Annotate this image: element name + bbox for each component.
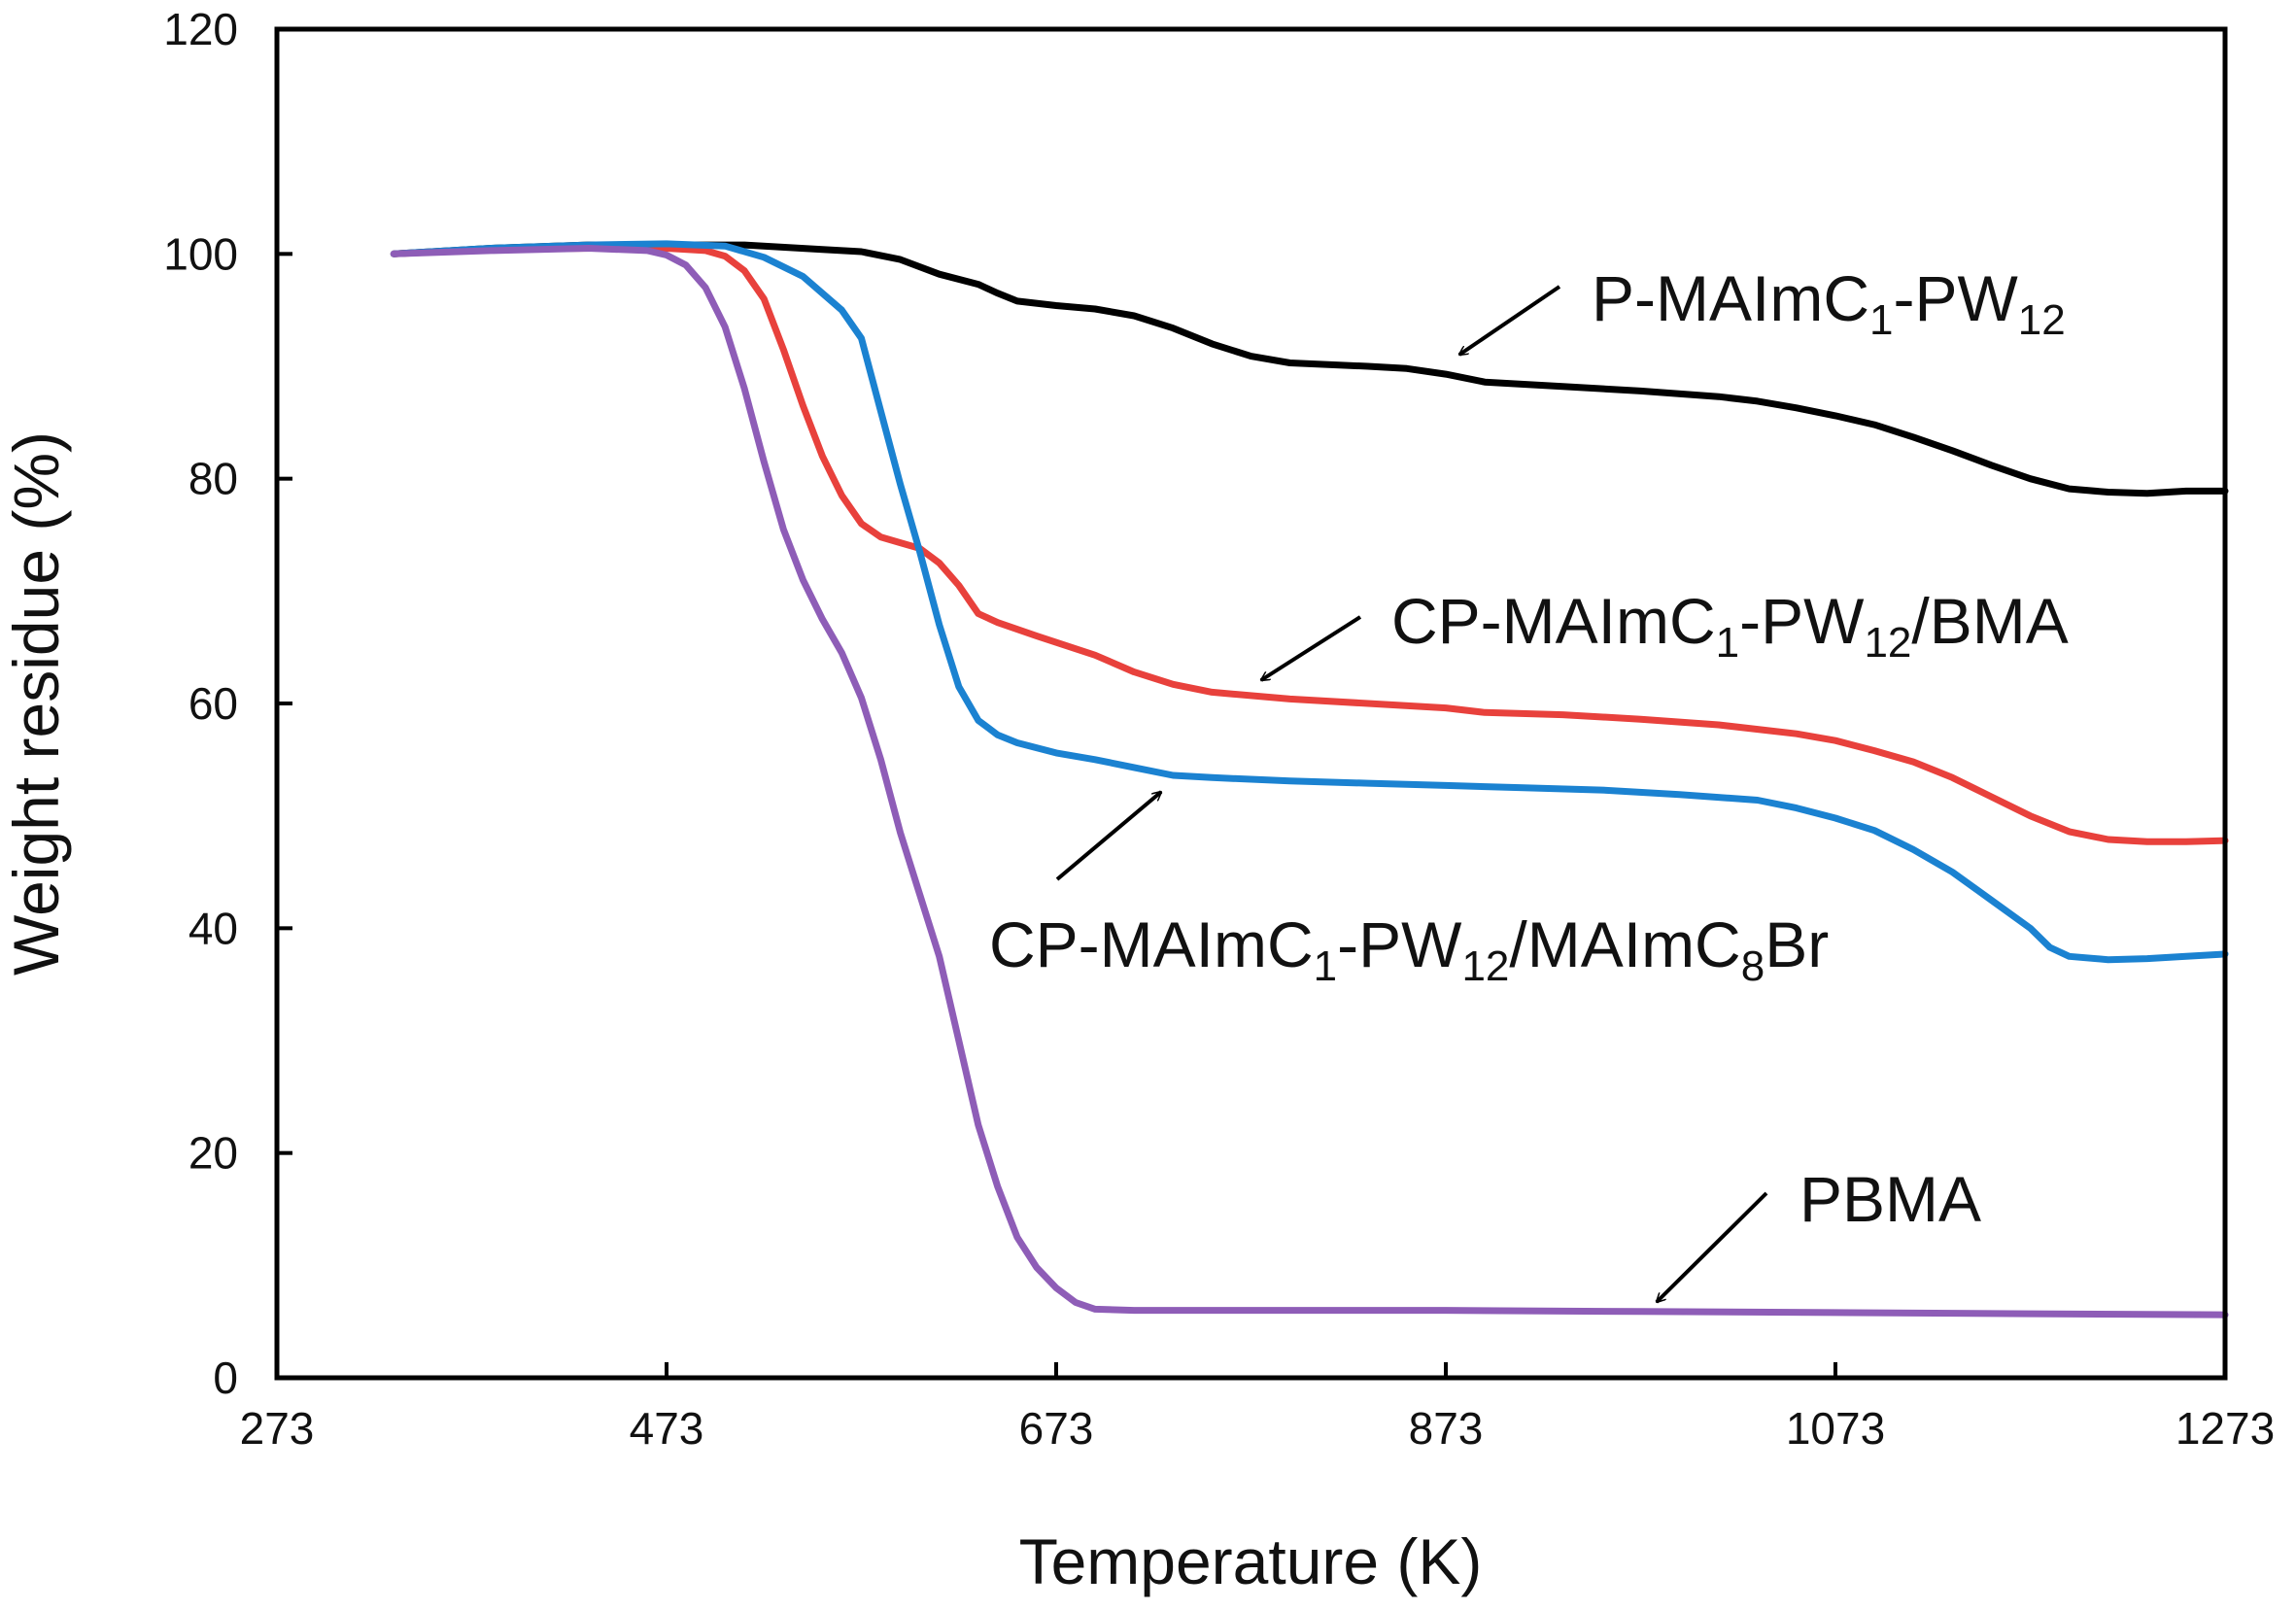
- annotation-text: -PW: [1337, 908, 1462, 980]
- x-tick-label: 673: [1019, 1403, 1094, 1454]
- y-tick-label: 100: [163, 228, 238, 279]
- annotation-subscript: 12: [1461, 942, 1509, 990]
- series-line-1: [390, 241, 2229, 497]
- annotation-text: Br: [1765, 908, 1829, 980]
- annotation-text: /MAImC: [1509, 908, 1740, 980]
- series-group: [390, 240, 2229, 1319]
- x-tick-label: 1273: [2176, 1403, 2275, 1454]
- annotation-subscript: 8: [1741, 942, 1765, 990]
- y-tick-label: 0: [213, 1353, 238, 1403]
- annotation-subscript: 12: [2018, 296, 2066, 344]
- annotation-arrow: [1459, 285, 1561, 357]
- annotation-text: CP-MAImC: [1391, 585, 1716, 657]
- annotation-text: CP-MAImC: [989, 908, 1314, 980]
- series-line-2: [390, 245, 2229, 845]
- y-tick-label: 20: [188, 1128, 238, 1179]
- x-tick-label: 273: [240, 1403, 315, 1454]
- x-tick-label: 1073: [1786, 1403, 1885, 1454]
- annotation-arrow: [1657, 1191, 1768, 1302]
- annotation-subscript: 1: [1869, 296, 1893, 344]
- y-axis-ticks: 0 20 40 60 80 100 120: [163, 4, 292, 1403]
- y-tick-label: 40: [188, 903, 238, 953]
- annotation-subscript: 1: [1716, 619, 1739, 667]
- annotation-arrow: [1261, 615, 1362, 682]
- annotation-label: CP-MAImC1-PW12/MAImC8Br: [989, 908, 1829, 990]
- annotation-label: CP-MAImC1-PW12/BMA: [1391, 585, 2069, 667]
- y-tick-label: 80: [188, 454, 238, 504]
- annotation-text: /BMA: [1911, 585, 2068, 657]
- series-line-4: [390, 245, 2229, 1319]
- annotation-text: -PW: [1893, 262, 2018, 334]
- annotation-label: PBMA: [1799, 1163, 1981, 1235]
- y-tick-label: 120: [163, 4, 238, 54]
- x-axis-ticks: 273 473 673 873 1073 1273: [240, 1362, 2275, 1454]
- annotation-text: PBMA: [1799, 1163, 1981, 1235]
- x-axis-title: Temperature (K): [1019, 1525, 1483, 1597]
- x-tick-label: 873: [1409, 1403, 1484, 1454]
- annotation-arrow: [1055, 792, 1161, 881]
- y-tick-label: 60: [188, 678, 238, 729]
- annotation-label: P-MAImC1-PW12: [1592, 262, 2066, 344]
- annotation-subscript: 12: [1864, 619, 1911, 667]
- x-tick-label: 473: [630, 1403, 704, 1454]
- series-line-3: [390, 240, 2229, 964]
- annotation-text: -PW: [1739, 585, 1865, 657]
- annotation-text: P-MAImC: [1592, 262, 1869, 334]
- annotation-subscript: 1: [1314, 942, 1337, 990]
- y-axis-title: Weight residue (%): [0, 431, 72, 976]
